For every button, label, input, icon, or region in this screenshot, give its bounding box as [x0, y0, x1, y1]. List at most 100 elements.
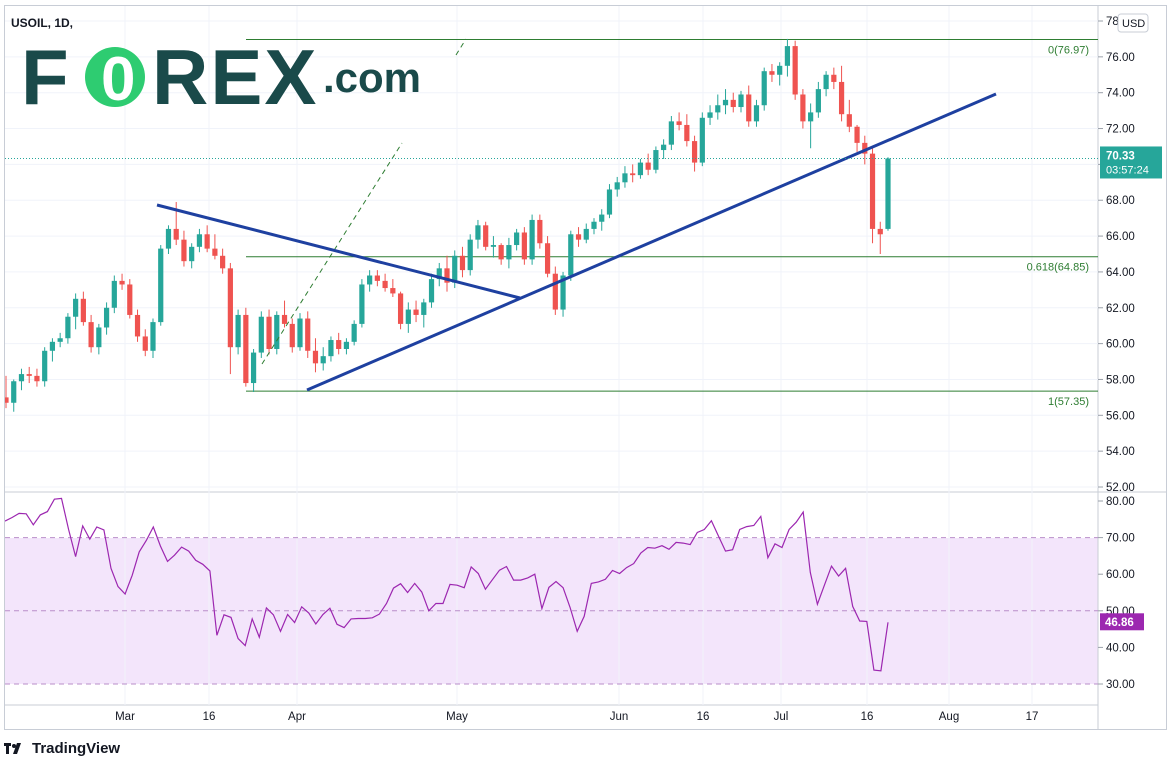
candle-body	[784, 46, 791, 66]
candle-body	[583, 228, 589, 240]
candle-body	[243, 314, 249, 384]
price-tick-label: 54.00	[1106, 446, 1135, 458]
svg-text:REX: REX	[152, 33, 318, 121]
price-tick-label: 66.00	[1106, 231, 1135, 243]
rsi-value-label: 46.86	[1100, 613, 1144, 631]
currency-badge[interactable]: USD	[1117, 13, 1149, 33]
price-pane-bg	[5, 6, 1098, 491]
candle-body	[838, 81, 845, 115]
candle-body	[514, 232, 520, 246]
price-tick-label: 68.00	[1106, 195, 1135, 207]
candle-body	[738, 94, 744, 108]
candle-body	[289, 323, 295, 348]
fib-level-label: 1(57.35)	[1048, 396, 1089, 408]
candle-body	[421, 302, 427, 315]
candle-body	[877, 228, 883, 235]
price-tick-label: 58.00	[1106, 374, 1135, 386]
candle-body	[374, 275, 380, 281]
candle-body	[668, 121, 674, 145]
currency-label: USD	[1122, 18, 1145, 30]
candle-body	[235, 314, 241, 348]
candle-body	[606, 189, 613, 215]
candle-body	[65, 316, 71, 339]
time-axis[interactable]: Mar 16 Apr May Jun 16 Jul 16 Aug 17	[115, 711, 1038, 723]
candle-body	[42, 350, 48, 382]
fib-retracement[interactable]: 0(76.97) 0.618(64.85) 1(57.35)	[246, 38, 1098, 408]
candle-body	[684, 124, 690, 142]
candle-body	[150, 322, 156, 351]
candle-body	[444, 268, 450, 283]
candle-body	[746, 94, 752, 122]
trendline-ascending[interactable]	[306, 92, 997, 392]
candle-body	[258, 316, 264, 353]
candle-body	[343, 341, 350, 349]
price-tick-label: 74.00	[1106, 88, 1135, 100]
candle-body	[614, 182, 620, 190]
trendline-descending[interactable]	[156, 203, 521, 300]
candle-body	[165, 228, 172, 249]
svg-text:0: 0	[101, 45, 135, 114]
chart-frame: 0(76.97)0.618(64.85)1(57.35) 78.0076.007…	[3, 5, 1167, 730]
candle-body	[529, 219, 535, 260]
candle-body	[320, 356, 326, 364]
candle-body	[800, 94, 806, 122]
candle-body	[250, 352, 257, 384]
candle-body	[537, 219, 543, 244]
time-tick-label: 16	[697, 711, 710, 723]
candle-body	[459, 255, 466, 271]
time-tick-label: Jul	[774, 711, 789, 723]
forex-logo: F 0 REX .com	[21, 33, 421, 121]
candle-body	[715, 105, 721, 113]
time-tick-label: 17	[1026, 711, 1039, 723]
fib-level-label: 0(76.97)	[1048, 44, 1089, 56]
chart-svg[interactable]: 0(76.97)0.618(64.85)1(57.35) 78.0076.007…	[3, 6, 1166, 729]
time-tick-label: Jun	[610, 711, 629, 723]
candle-body	[428, 279, 435, 303]
candle-body	[630, 173, 636, 176]
candle-body	[142, 336, 148, 351]
last-price-value: 70.33	[1106, 150, 1135, 162]
candle-body	[722, 99, 729, 106]
candle-body	[544, 243, 551, 274]
price-axis[interactable]: 78.0076.0074.0072.0070.0068.0066.0064.00…	[1098, 16, 1135, 494]
rsi-tick-label: 40.00	[1106, 642, 1135, 654]
candle-body	[220, 255, 226, 269]
candle-body	[173, 228, 179, 240]
candle-body	[96, 327, 102, 348]
candle-body	[653, 150, 659, 170]
candle-body	[212, 248, 218, 256]
candle-body	[382, 280, 388, 289]
candle-body	[328, 340, 334, 357]
candle-body	[227, 268, 233, 348]
candle-body	[591, 221, 597, 229]
candle-body	[297, 318, 303, 348]
candle-body	[691, 141, 698, 163]
candle-body	[367, 275, 373, 285]
candle-body	[792, 46, 798, 95]
grid	[5, 6, 1098, 705]
footer[interactable]: TradingView	[4, 738, 120, 758]
time-tick-label: Mar	[115, 711, 135, 723]
candle-body	[483, 225, 489, 247]
candle-body	[390, 288, 396, 294]
candle-body	[823, 74, 829, 90]
candle-body	[885, 158, 891, 229]
candle-body	[351, 323, 357, 342]
candle-body	[3, 397, 9, 403]
candle-body	[312, 350, 319, 364]
logo-o-circle	[85, 47, 145, 107]
time-tick-label: Apr	[288, 711, 306, 723]
rsi-last-value: 46.86	[1105, 617, 1134, 629]
candle-body	[49, 341, 56, 351]
rsi-line	[4, 497, 889, 672]
time-tick-label: 16	[861, 711, 874, 723]
candle-body	[204, 234, 210, 249]
candle-body	[854, 126, 860, 143]
candle-body	[815, 89, 821, 113]
candle-body	[405, 309, 411, 324]
candle-body	[305, 318, 311, 351]
candle-body	[73, 298, 79, 317]
candle-body	[158, 248, 164, 323]
candle-body	[506, 245, 512, 260]
